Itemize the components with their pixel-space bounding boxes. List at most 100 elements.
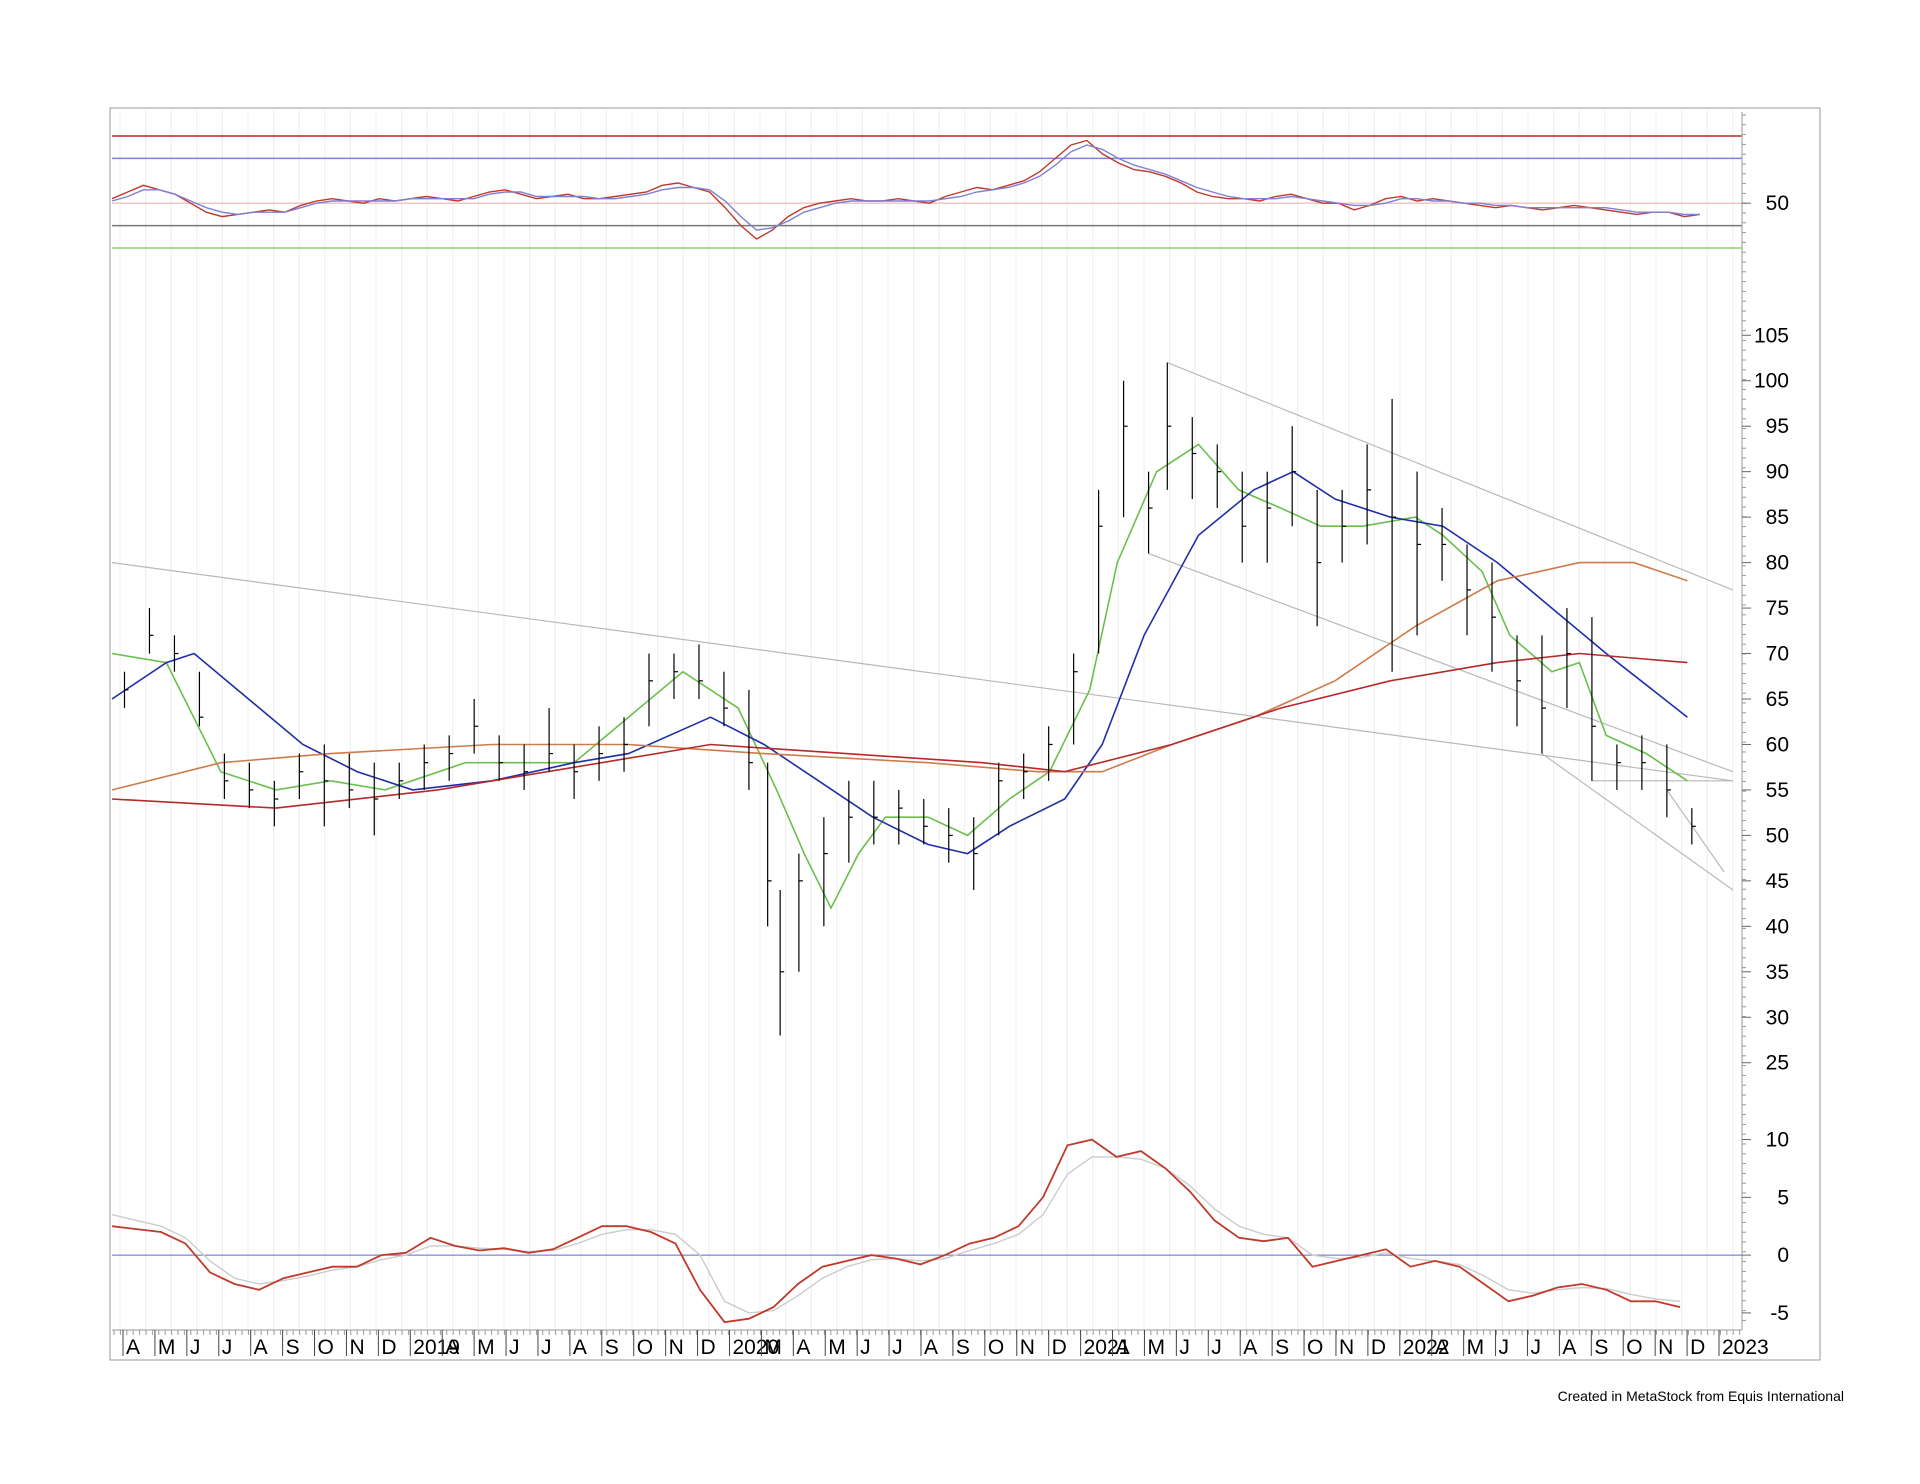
price-bar xyxy=(1416,471,1422,636)
x-tick-label: 2021 xyxy=(1084,1336,1131,1359)
price-bar xyxy=(1391,398,1397,672)
y-tick-label: 25 xyxy=(1766,1052,1789,1075)
price-bar xyxy=(1441,508,1447,581)
price-bar xyxy=(1166,362,1172,490)
price-bar xyxy=(523,744,529,790)
x-tick-label: O xyxy=(637,1336,653,1359)
trendline xyxy=(1148,552,1734,773)
trendline xyxy=(1541,753,1734,891)
x-tick-label: A xyxy=(1435,1336,1449,1359)
price-bar xyxy=(1516,635,1521,727)
price-bar xyxy=(498,735,504,781)
x-tick-label: J xyxy=(541,1336,552,1359)
price-bar xyxy=(923,799,928,845)
ma-medium-line xyxy=(111,470,1688,855)
price-bar xyxy=(348,753,354,809)
x-tick-label: S xyxy=(956,1336,970,1359)
price-bar xyxy=(1341,489,1347,563)
y-tick-label: 75 xyxy=(1766,597,1789,620)
x-tick-label: J xyxy=(222,1336,233,1359)
price-bar xyxy=(448,735,454,781)
macd-panel xyxy=(111,1138,1742,1324)
price-bar xyxy=(1366,444,1372,545)
price-bar xyxy=(223,753,229,800)
price-bar xyxy=(873,780,878,845)
y-tick-label: 50 xyxy=(1766,192,1789,215)
price-bar xyxy=(898,789,903,845)
price-bar xyxy=(248,762,254,809)
x-tick-label: D xyxy=(1690,1336,1705,1359)
price-bar xyxy=(779,889,785,1036)
x-tick-label: 2020 xyxy=(732,1336,779,1359)
x-tick-label: M xyxy=(158,1336,176,1359)
x-tick-label: A xyxy=(254,1336,268,1359)
price-bar xyxy=(1666,744,1671,818)
x-tick-label: A xyxy=(445,1336,459,1359)
y-tick-label: 95 xyxy=(1766,415,1789,438)
x-tick-label: N xyxy=(1020,1336,1035,1359)
x-tick-label: J xyxy=(1499,1336,1510,1359)
x-tick-label: A xyxy=(1116,1336,1130,1359)
price-panel xyxy=(111,362,1734,1036)
price-bar xyxy=(373,762,379,836)
x-tick-label: A xyxy=(126,1336,140,1359)
y-tick-label: 65 xyxy=(1766,688,1789,711)
price-bar xyxy=(1147,471,1153,554)
y-tick-label: 40 xyxy=(1766,915,1789,938)
x-tick-label: N xyxy=(1658,1336,1673,1359)
price-bar xyxy=(1691,808,1696,845)
x-tick-label: O xyxy=(318,1336,334,1359)
price-bar xyxy=(423,744,429,790)
y-tick-label: -5 xyxy=(1770,1302,1789,1325)
x-tick-label: D xyxy=(381,1336,396,1359)
price-bar xyxy=(123,671,129,709)
price-bar xyxy=(623,717,629,772)
x-tick-label: 2022 xyxy=(1403,1336,1450,1359)
y-tick-label: 35 xyxy=(1766,961,1789,984)
price-bar xyxy=(148,608,154,654)
x-tick-label: J xyxy=(1530,1336,1541,1359)
rsi-line xyxy=(111,139,1701,240)
price-bar xyxy=(1466,544,1472,636)
y-axis: 5010510095908580757065605550454035302510… xyxy=(1741,112,1789,1330)
x-tick-label: S xyxy=(605,1336,619,1359)
rsi-panel xyxy=(111,135,1742,249)
price-bar xyxy=(1073,653,1078,745)
x-tick-label: N xyxy=(1339,1336,1354,1359)
price-bar xyxy=(1122,380,1128,518)
price-bar xyxy=(1641,735,1646,790)
price-bar xyxy=(723,671,728,727)
x-tick-label: M xyxy=(477,1336,495,1359)
price-bar xyxy=(1048,726,1053,781)
y-tick-label: 100 xyxy=(1754,370,1789,393)
price-bar xyxy=(573,744,579,800)
price-bar xyxy=(748,689,753,790)
price-bar xyxy=(998,762,1003,836)
price-bar xyxy=(473,699,479,754)
price-bar xyxy=(1541,635,1546,754)
price-bar xyxy=(1266,471,1272,563)
x-tick-label: J xyxy=(190,1336,201,1359)
x-tick-label: M xyxy=(828,1336,846,1359)
x-tick-label: M xyxy=(764,1336,782,1359)
price-bar xyxy=(673,653,678,699)
x-tick-label: J xyxy=(892,1336,903,1359)
price-bar xyxy=(798,853,803,972)
x-tick-label: J xyxy=(1211,1336,1222,1359)
y-tick-label: 90 xyxy=(1766,461,1789,484)
price-bar xyxy=(648,653,654,727)
y-tick-label: 60 xyxy=(1766,733,1789,756)
y-tick-label: 0 xyxy=(1777,1244,1789,1267)
price-bar xyxy=(823,817,828,927)
x-tick-label: S xyxy=(1275,1336,1289,1359)
y-tick-label: 10 xyxy=(1766,1129,1789,1152)
ma-long-line xyxy=(111,561,1688,791)
macd-signal-line xyxy=(111,1156,1681,1314)
price-bar xyxy=(1241,471,1247,563)
price-bar xyxy=(298,753,304,800)
x-tick-label: A xyxy=(1562,1336,1576,1359)
price-bar xyxy=(1216,444,1222,509)
price-bar xyxy=(198,671,204,727)
